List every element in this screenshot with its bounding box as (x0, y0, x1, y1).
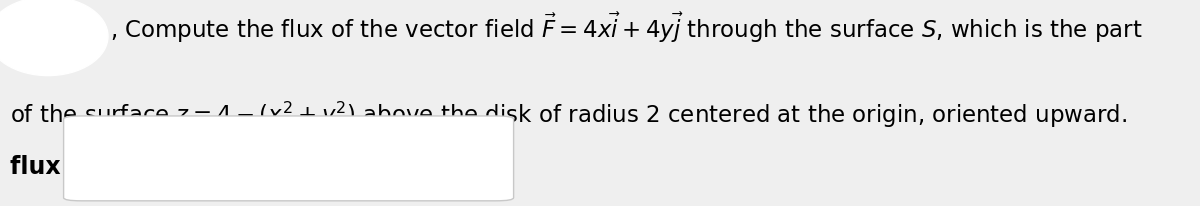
Text: of the surface $z = 4 - (x^2 + y^2)$ above the disk of radius 2 centered at the : of the surface $z = 4 - (x^2 + y^2)$ abo… (10, 99, 1127, 129)
Text: flux =: flux = (10, 154, 89, 178)
Text: , Compute the flux of the vector field $\vec{F} = 4x\vec{i} + 4y\vec{j}$ through: , Compute the flux of the vector field $… (110, 10, 1144, 44)
FancyBboxPatch shape (64, 116, 514, 201)
Ellipse shape (0, 0, 108, 76)
